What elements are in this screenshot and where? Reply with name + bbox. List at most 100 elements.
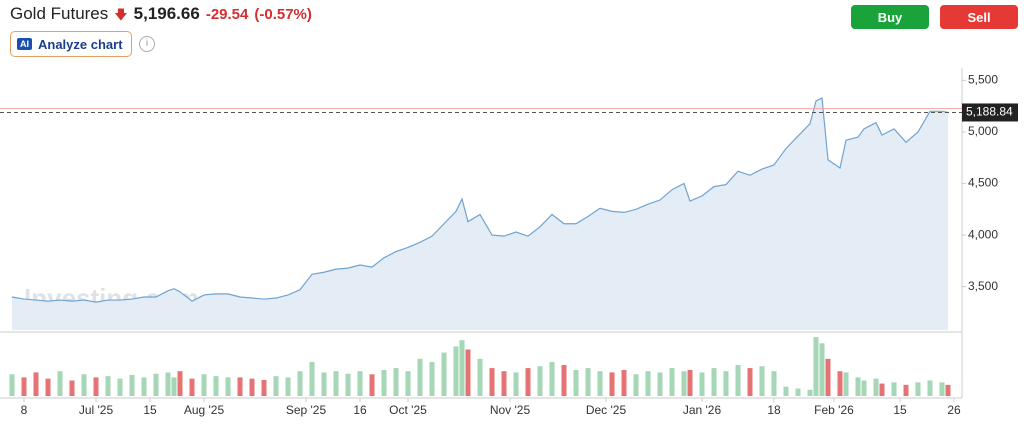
volume-bar [165,372,171,396]
analyze-label: Analyze chart [38,36,123,52]
volume-bar [795,388,801,396]
volume-bar [357,371,363,396]
volume-bar [903,384,909,396]
volume-bar [345,373,351,396]
x-tick-label: 8 [21,403,28,417]
volume-bar [501,371,507,396]
down-arrow: 🡇 [114,7,128,22]
volume-bar [609,372,615,396]
volume-bar [57,371,63,396]
volume-bar [237,377,243,396]
volume-bar [189,378,195,396]
price: 5,196.66 [133,4,200,23]
instrument-name: Gold Futures [10,4,109,23]
x-tick-label: 26 [947,403,961,417]
volume-bar [927,380,933,396]
x-tick-label: 15 [893,403,907,417]
volume-bar [141,377,147,396]
x-tick-label: Feb '26 [814,403,854,417]
volume-bar [537,366,543,396]
volume-bar [93,377,99,396]
volume-bar [465,349,471,396]
volume-bar [723,371,729,396]
volume-bar [117,378,123,396]
volume-bar [381,369,387,396]
volume-bar [513,372,519,396]
change-pct: (-0.57%) [254,6,312,23]
volume-bar [225,377,231,396]
volume-bar [669,368,675,396]
volume-bar [105,376,111,396]
volume-bar [945,384,951,396]
volume-bar [261,379,267,396]
x-tick-label: 15 [143,403,157,417]
volume-bar [405,371,411,396]
volume-bar [771,371,777,396]
volume-bar [783,386,789,396]
change: -29.54 [205,6,249,23]
y-tick-label: 5,500 [968,73,998,87]
volume-bar [81,374,87,396]
price-area [12,97,948,330]
volume-bar [939,382,945,396]
price-line [11,96,949,303]
volume-bar [621,369,627,396]
volume-bar [129,374,135,396]
info-icon[interactable]: i [139,36,155,52]
volume-bar [459,340,465,396]
y-tick-label: 5,000 [968,124,998,138]
volume-bar [213,376,219,396]
volume-bar [819,343,825,396]
volume-bar [597,371,603,396]
volume-bar [249,378,255,396]
x-tick-label: Aug '25 [184,403,225,417]
ai-icon: AI [17,38,32,50]
volume-bar [285,377,291,396]
volume-bar [915,382,921,396]
volume-bar [441,352,447,396]
volume-bar [393,368,399,396]
x-tick-label: Jul '25 [79,403,114,417]
last-price-box [962,103,1018,122]
x-tick-label: 16 [353,403,367,417]
volume-bar [525,368,531,396]
volume-bar [585,368,591,396]
volume-bar [273,376,279,396]
x-tick-label: Jan '26 [683,403,722,417]
volume-bar [711,368,717,396]
volume-bar [687,369,693,396]
analyze-button[interactable]: AI Analyze chart [10,31,132,57]
x-tick-label: 18 [767,403,781,417]
sell-button[interactable]: Sell [940,5,1018,29]
last-price-label: 5,188.84 [966,105,1013,119]
volume-bar [201,374,207,396]
x-tick-label: Nov '25 [490,403,531,417]
volume-bar [45,378,51,396]
volume-bar [861,380,867,396]
volume-bar [681,371,687,396]
volume-bar [759,366,765,396]
volume-bar [549,361,555,396]
y-tick-label: 4,000 [968,227,998,241]
buy-button[interactable]: Buy [851,5,929,29]
volume-bar [297,371,303,396]
volume-bar [825,358,831,396]
volume-bar [33,372,39,396]
volume-bar [735,365,741,396]
volume-bar [21,377,27,396]
volume-bar [855,377,861,396]
volume-bar [837,371,843,396]
volume-bar [309,361,315,396]
x-tick-label: Dec '25 [586,403,627,417]
volume-bar [333,371,339,396]
volume-bar [633,374,639,396]
volume-bar [453,346,459,396]
volume-bar [171,377,177,396]
volume-bar [843,372,849,396]
volume-bar [9,374,15,396]
volume-bar [891,382,897,396]
volume-bar [879,383,885,396]
x-tick-label: Sep '25 [286,403,327,417]
volume-bar [813,337,819,396]
